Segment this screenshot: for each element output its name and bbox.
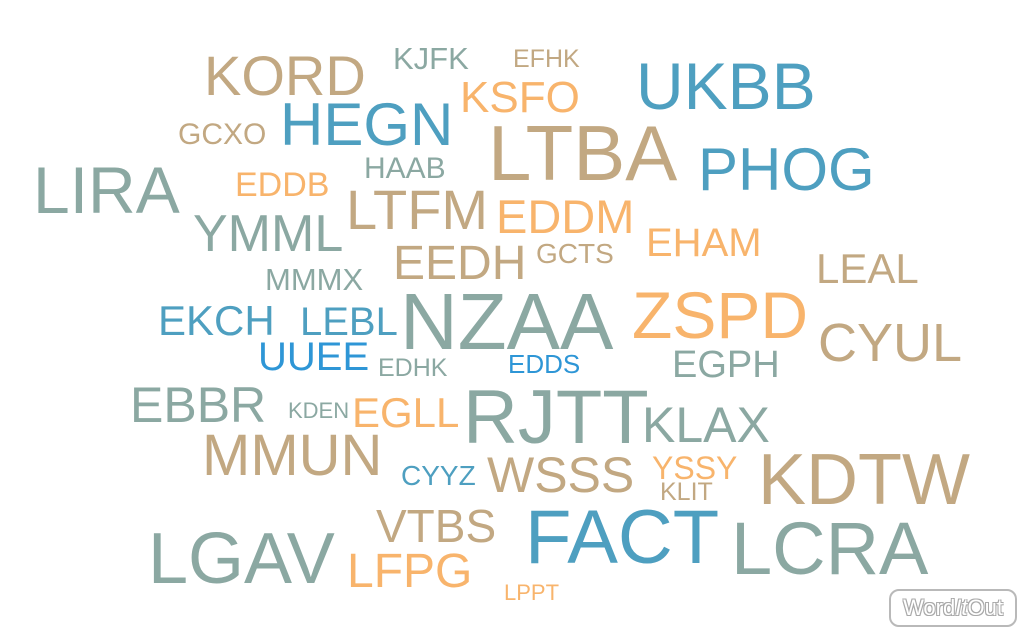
word-cyul: CYUL bbox=[818, 313, 963, 373]
word-gcts: GCTS bbox=[536, 238, 614, 269]
word-leal: LEAL bbox=[816, 245, 919, 292]
word-eddm: EDDM bbox=[496, 190, 635, 243]
word-uuee: UUEE bbox=[258, 335, 370, 379]
word-kden: KDEN bbox=[288, 398, 350, 423]
word-nzaa: NZAA bbox=[400, 277, 614, 366]
word-lira: LIRA bbox=[33, 153, 180, 227]
word-egph: EGPH bbox=[672, 344, 780, 386]
word-eedh: EEDH bbox=[393, 237, 527, 290]
word-klit: KLIT bbox=[660, 478, 713, 506]
word-kjfk: KJFK bbox=[393, 41, 469, 76]
logo-out: Out bbox=[967, 595, 1003, 620]
word-kord: KORD bbox=[204, 44, 366, 107]
word-rjtt: RJTT bbox=[463, 375, 649, 460]
word-klax: KLAX bbox=[642, 397, 770, 453]
word-hegn: HEGN bbox=[280, 91, 454, 158]
word-lgav: LGAV bbox=[148, 519, 335, 599]
word-ltfm: LTFM bbox=[346, 178, 489, 241]
logo-it: It bbox=[955, 595, 968, 620]
word-ebbr: EBBR bbox=[130, 377, 267, 433]
logo-word: Word bbox=[903, 595, 956, 620]
word-yssy: YSSY bbox=[652, 450, 738, 486]
word-kdtw: KDTW bbox=[758, 440, 970, 520]
word-haab: HAAB bbox=[364, 152, 446, 185]
word-lcra: LCRA bbox=[731, 507, 929, 590]
word-fact: FACT bbox=[525, 495, 720, 580]
word-lfpg: LFPG bbox=[347, 545, 473, 598]
word-eham: EHAM bbox=[646, 221, 762, 265]
word-egll: EGLL bbox=[352, 389, 460, 436]
word-ymml: YMML bbox=[193, 205, 344, 263]
word-zspd: ZSPD bbox=[632, 278, 809, 352]
word-cyyz: CYYZ bbox=[401, 460, 476, 491]
word-efhk: EFHK bbox=[513, 45, 580, 73]
word-vtbs: VTBS bbox=[376, 500, 497, 552]
word-edhk: EDHK bbox=[378, 354, 448, 382]
wordltout-logo[interactable]: Word It Out bbox=[889, 589, 1017, 627]
word-wsss: WSSS bbox=[487, 447, 635, 503]
word-ksfo: KSFO bbox=[460, 73, 580, 122]
word-gcxo: GCXO bbox=[178, 118, 267, 151]
word-mmun: MMUN bbox=[202, 423, 383, 488]
word-ukbb: UKBB bbox=[636, 49, 816, 123]
word-lebl: LEBL bbox=[300, 300, 398, 344]
word-ltba: LTBA bbox=[488, 109, 678, 197]
word-phog: PHOG bbox=[698, 136, 875, 203]
word-edds: EDDS bbox=[508, 349, 581, 379]
word-mmmx: MMMX bbox=[265, 262, 364, 297]
word-eddb: EDDB bbox=[235, 166, 330, 204]
word-lppt: LPPT bbox=[504, 580, 560, 605]
word-ekch: EKCH bbox=[158, 297, 275, 344]
